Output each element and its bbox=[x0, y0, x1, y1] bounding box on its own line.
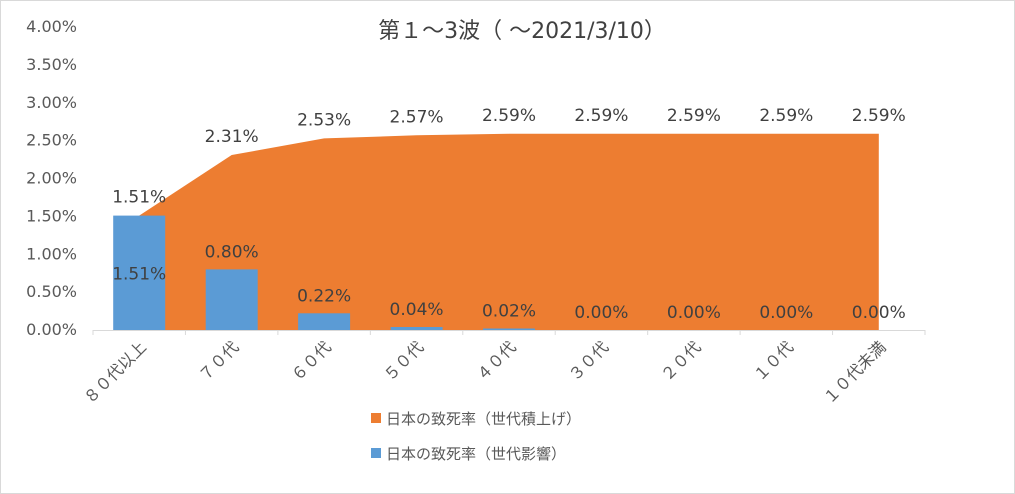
y-tick-label: 2.00% bbox=[26, 169, 77, 188]
y-tick-label: 0.50% bbox=[26, 282, 77, 301]
bar-data-label: 0.00% bbox=[574, 303, 628, 323]
chart-title: 第１～3波（ ～2021/3/10） bbox=[378, 19, 666, 44]
y-tick-label: 3.50% bbox=[26, 55, 77, 74]
y-tick-label: 0.00% bbox=[26, 320, 77, 339]
legend-swatch bbox=[371, 413, 381, 423]
area-data-label: 2.59% bbox=[574, 106, 628, 126]
bar-data-label: 1.51% bbox=[112, 265, 166, 285]
legend: 日本の致死率（世代積上げ） 日本の致死率（世代影響） bbox=[371, 410, 581, 463]
x-category-label: ２０代 bbox=[657, 337, 704, 384]
area-data-label: 1.51% bbox=[112, 188, 166, 208]
bar-data-label: 0.00% bbox=[667, 303, 721, 323]
area-data-label: 2.59% bbox=[852, 106, 906, 126]
x-category-label: ６０代 bbox=[288, 337, 335, 384]
bar-1 bbox=[113, 215, 166, 330]
legend-swatch bbox=[371, 448, 381, 458]
area-data-label: 2.57% bbox=[390, 107, 444, 127]
x-category-label: １０代 bbox=[750, 337, 797, 384]
x-category-label: ８０代以上 bbox=[80, 337, 150, 407]
y-tick-label: 2.50% bbox=[26, 131, 77, 150]
bar-data-label: 0.00% bbox=[759, 303, 813, 323]
bar-data-label: 0.80% bbox=[205, 242, 259, 262]
y-tick-label: 4.00% bbox=[26, 17, 77, 36]
area-data-label: 2.59% bbox=[482, 106, 536, 126]
area-data-label: 2.59% bbox=[667, 106, 721, 126]
bar-series-layer bbox=[113, 215, 535, 330]
x-category-label: ３０代 bbox=[565, 337, 612, 384]
area-data-label: 2.53% bbox=[297, 110, 351, 130]
data-label-layer: 1.51% 2.31% 2.53% 2.57% 2.59% 2.59% 2.59% 2.59%… bbox=[112, 106, 906, 323]
bar-3 bbox=[298, 313, 351, 330]
x-category-label: ４０代 bbox=[472, 337, 519, 384]
area-data-label: 2.59% bbox=[759, 106, 813, 126]
area-series-layer bbox=[139, 133, 879, 330]
bar-data-label: 0.04% bbox=[390, 300, 444, 320]
bar-2 bbox=[205, 269, 258, 330]
x-category-label: ５０代 bbox=[380, 337, 427, 384]
area-series-stacked bbox=[139, 133, 879, 330]
y-tick-label: 1.50% bbox=[26, 206, 77, 225]
bar-data-label: 0.22% bbox=[297, 286, 351, 306]
bar-data-label: 0.02% bbox=[482, 302, 536, 322]
y-tick-label: 1.00% bbox=[26, 244, 77, 263]
bar-4 bbox=[390, 327, 443, 330]
x-category-label: １０代未満 bbox=[820, 337, 890, 407]
bar-5 bbox=[483, 328, 535, 330]
area-data-label: 2.31% bbox=[205, 127, 259, 147]
bar-data-label: 0.00% bbox=[852, 303, 906, 323]
x-category-label: ７０代 bbox=[195, 337, 242, 384]
legend-label: 日本の致死率（世代影響） bbox=[386, 445, 566, 463]
legend-label: 日本の致死率（世代積上げ） bbox=[386, 410, 581, 428]
y-tick-label: 3.00% bbox=[26, 93, 77, 112]
